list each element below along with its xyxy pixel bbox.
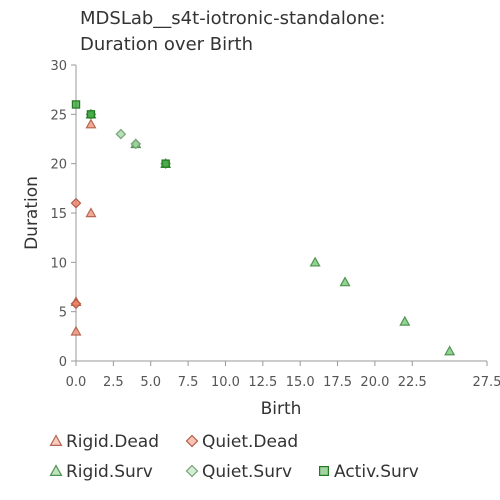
y-tick-label: 5 (59, 306, 67, 321)
data-point (70, 298, 82, 310)
x-tick-label: 5.0 (140, 375, 161, 390)
data-point (70, 325, 82, 336)
legend-item: Rigid.Dead (49, 432, 159, 452)
x-tick-label: 27.5 (473, 375, 500, 390)
legend-marker (49, 434, 63, 446)
legend-marker (185, 464, 199, 478)
series-activ-surv (71, 100, 170, 168)
y-tick-label: 15 (50, 207, 67, 222)
data-point (399, 315, 411, 326)
legend-item: Activ.Surv (319, 462, 419, 482)
legend-label: Rigid.Surv (66, 462, 153, 482)
y-tick-label: 20 (50, 158, 67, 173)
data-point (161, 159, 170, 168)
data-point (71, 100, 81, 109)
legend-item: Rigid.Surv (49, 462, 153, 482)
data-point (444, 345, 456, 356)
data-point (309, 256, 321, 267)
legend-label: Activ.Surv (334, 462, 419, 482)
x-tick-label: 15.0 (286, 375, 315, 390)
legend-label: Quiet.Dead (202, 432, 298, 452)
x-tick-label: 12.5 (248, 375, 277, 390)
legend-item: Quiet.Surv (185, 462, 292, 482)
legend-label: Quiet.Surv (202, 462, 292, 482)
y-tick-label: 25 (50, 108, 67, 123)
data-point (339, 276, 351, 287)
data-points (70, 100, 456, 356)
legend: Rigid.Dead Quiet.Dead Rigid.Surv Quiet.Surv… (49, 432, 419, 482)
axes (75, 65, 487, 362)
chart-title: MDSLab__s4t-iotronic-standalone: (80, 8, 385, 29)
data-point (115, 128, 127, 140)
legend-marker (319, 466, 330, 477)
x-tick-label: 20.0 (360, 375, 389, 390)
data-point (70, 197, 82, 209)
x-tick-label: 7.5 (178, 375, 199, 390)
legend-item: Quiet.Dead (185, 432, 298, 452)
legend-label: Rigid.Dead (66, 432, 159, 452)
y-ticks: 0 5 10 15 20 25 30 (50, 59, 76, 370)
series-quiet-dead (70, 197, 82, 310)
data-point (86, 110, 96, 119)
data-point (130, 138, 142, 150)
y-tick-label: 30 (50, 59, 67, 74)
chart-subtitle: Duration over Birth (80, 34, 253, 55)
legend-marker (49, 464, 63, 476)
x-tick-label: 22.5 (398, 375, 427, 390)
data-point (85, 118, 97, 129)
series-rigid-surv (85, 108, 456, 356)
x-ticks: 0.0 2.5 5.0 7.5 10.0 12.5 15.0 17.5 20.0 22.5 27.5 (66, 361, 500, 390)
y-axis-label: Duration (22, 176, 42, 250)
legend-marker (185, 434, 199, 448)
x-tick-label: 2.5 (103, 375, 124, 390)
y-tick-label: 10 (50, 256, 67, 271)
series-quiet-surv (85, 108, 172, 170)
x-tick-label: 10.0 (211, 375, 240, 390)
x-axis-label: Birth (261, 399, 302, 419)
data-point (85, 207, 97, 218)
y-tick-label: 0 (59, 355, 67, 370)
x-tick-label: 17.5 (323, 375, 352, 390)
x-tick-label: 0.0 (66, 375, 87, 390)
